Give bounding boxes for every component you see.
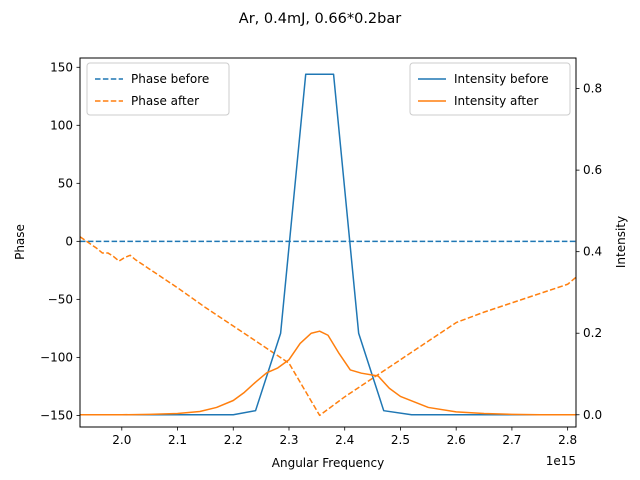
right-y-axis: 0.0 0.2 0.4 0.6 0.8 <box>576 82 602 422</box>
right-tick-label: 0.2 <box>583 326 602 340</box>
left-y-axis: −150 −100 −50 0 50 100 150 <box>40 60 80 422</box>
x-tick-label: 2.7 <box>502 433 521 447</box>
x-tick-label: 2.0 <box>112 433 131 447</box>
x-tick-label: 2.5 <box>391 433 410 447</box>
right-tick-label: 0.8 <box>583 82 602 96</box>
left-tick-label: 100 <box>50 118 73 132</box>
series-layer <box>79 73 577 417</box>
x-tick-label: 2.4 <box>335 433 354 447</box>
series-line-intensity-before <box>80 73 576 416</box>
x-tick-label: 2.3 <box>279 433 298 447</box>
x-tick-label: 2.8 <box>558 433 577 447</box>
x-axis: 2.0 2.1 2.2 2.3 2.4 2.5 2.6 2.7 2.8 <box>112 427 577 447</box>
left-tick-label: 0 <box>65 234 73 248</box>
x-tick-label: 2.2 <box>224 433 243 447</box>
legend-right: Intensity before Intensity after <box>409 62 571 116</box>
plot-frame <box>79 57 577 428</box>
series-line-phase-after <box>79 236 577 417</box>
legend-box <box>86 62 230 116</box>
x-tick-label: 2.6 <box>447 433 466 447</box>
left-tick-label: −100 <box>40 350 73 364</box>
legend-label: Phase before <box>131 72 209 86</box>
left-tick-label: 50 <box>58 176 73 190</box>
legend-label: Phase after <box>131 94 199 108</box>
right-tick-label: 0.6 <box>583 163 602 177</box>
x-axis-offset-label: 1e15 <box>546 454 576 468</box>
legend-left: Phase before Phase after <box>86 62 230 116</box>
x-tick-label: 2.1 <box>168 433 187 447</box>
series-line-intensity-after <box>80 330 576 416</box>
left-tick-label: −50 <box>48 292 73 306</box>
chart-title: Ar, 0.4mJ, 0.66*0.2bar <box>239 11 401 27</box>
legend-box <box>409 62 571 116</box>
right-tick-label: 0.4 <box>583 245 602 259</box>
left-y-axis-label: Phase <box>13 224 27 260</box>
legend-label: Intensity after <box>454 94 539 108</box>
left-tick-label: −150 <box>40 408 73 422</box>
left-tick-label: 150 <box>50 60 73 74</box>
right-y-axis-label: Intensity <box>614 216 628 268</box>
right-tick-label: 0.0 <box>583 408 602 422</box>
legend-label: Intensity before <box>454 72 549 86</box>
x-axis-label: Angular Frequency <box>272 456 384 470</box>
